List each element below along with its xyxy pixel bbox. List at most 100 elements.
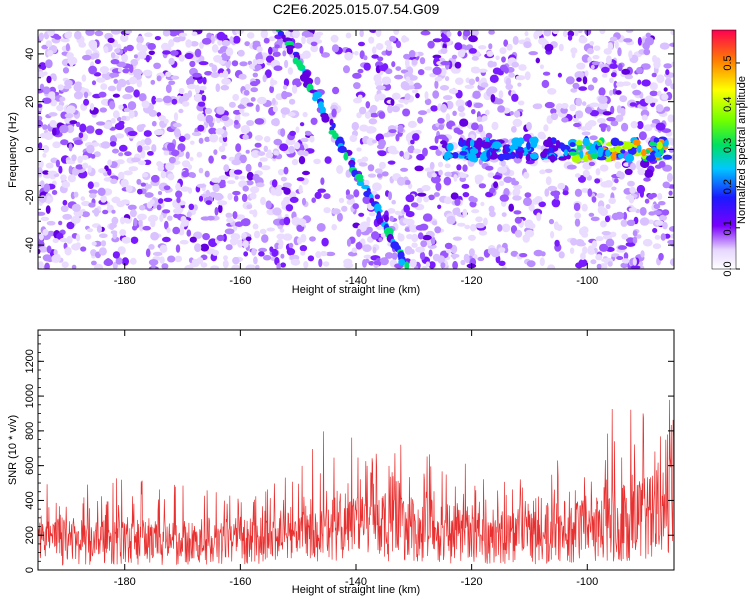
spectrogram-cell <box>260 196 266 206</box>
spectrogram-x-tick-label: -120 <box>461 275 483 287</box>
spectrogram-cell <box>263 145 268 152</box>
snr-y-tick-label: 1000 <box>24 384 36 408</box>
spectrogram-cell <box>254 64 262 71</box>
spectrogram-cell <box>209 133 219 143</box>
spectrogram-cell <box>250 264 256 269</box>
spectrogram-cell <box>356 228 362 238</box>
spectrogram-cell <box>630 83 637 89</box>
spectrogram-cell <box>308 32 314 39</box>
spectrogram-cell <box>480 82 489 88</box>
spectrogram-cell <box>221 39 231 47</box>
spectrogram-cell <box>641 114 648 121</box>
spectrogram-cell <box>252 59 258 65</box>
spectrogram-cell <box>573 202 581 212</box>
spectrogram-cell <box>69 120 78 125</box>
spectrogram-cell <box>432 54 442 59</box>
spectrogram-cell <box>582 137 590 147</box>
spectrogram-cell <box>243 251 249 257</box>
spectrogram-cell <box>415 224 426 231</box>
spectrogram-cell <box>120 178 129 188</box>
spectrogram-cell <box>400 167 409 172</box>
spectrogram-cell <box>547 185 558 192</box>
spectrogram-cell <box>517 82 522 87</box>
spectrogram-cell <box>74 81 82 87</box>
spectrogram-cell <box>336 212 343 222</box>
spectrogram-cell <box>232 256 240 265</box>
spectrogram-cell <box>61 51 69 56</box>
spectrogram-cell <box>142 145 151 151</box>
spectrogram-cell <box>615 114 624 122</box>
spectrogram-cell <box>459 176 467 182</box>
spectrogram-cell <box>453 174 458 182</box>
spectrogram-cell <box>625 241 636 247</box>
spectrogram-cell <box>103 258 114 267</box>
spectrogram-cell <box>606 117 616 122</box>
spectrogram-cell <box>315 251 322 259</box>
spectrogram-cell <box>291 84 298 94</box>
spectrogram-cell <box>221 115 229 121</box>
spectrogram-cell <box>491 141 502 150</box>
spectrogram-cell <box>315 31 324 36</box>
spectrogram-cell <box>246 102 254 107</box>
spectrogram-cell <box>379 64 388 72</box>
spectrogram-cell <box>414 82 421 87</box>
spectrogram-cell <box>650 123 657 128</box>
spectrogram-cell <box>514 216 522 224</box>
spectrogram-cell <box>524 192 532 198</box>
spectrogram-cell <box>610 105 615 115</box>
spectrogram-cell <box>239 154 247 164</box>
spectrogram-cell <box>281 90 288 100</box>
spectrogram-cell <box>662 209 670 216</box>
spectrogram-cell <box>377 150 387 157</box>
spectrogram-cell <box>599 30 606 35</box>
spectrogram-cell <box>45 59 53 69</box>
spectrogram-cell <box>580 252 586 261</box>
spectrogram-cell <box>417 110 428 116</box>
spectrogram-cell <box>363 62 371 71</box>
spectrogram-cell <box>85 30 95 36</box>
spectrogram-cell <box>62 67 70 74</box>
spectrogram-cell <box>604 215 611 223</box>
spectrogram-cell <box>653 203 661 210</box>
spectrogram-cell <box>366 137 375 146</box>
spectrogram-cell <box>501 223 511 233</box>
spectrogram-cell <box>185 151 190 159</box>
spectrogram-cell <box>294 141 301 150</box>
spectrogram-cell <box>425 261 431 268</box>
snr-y-ticks: 0 200 400 600 800 1000 1200 <box>24 334 674 573</box>
spectrogram-cell <box>211 177 221 183</box>
spectrogram-cell <box>232 93 240 101</box>
spectrogram-cell <box>201 94 207 102</box>
spectrogram-cell <box>394 210 401 215</box>
spectrogram-cell <box>619 95 628 103</box>
spectrogram-cell <box>470 139 475 148</box>
spectrogram-cell <box>212 249 219 256</box>
spectrogram-cell <box>98 91 107 98</box>
spectrogram-cell <box>379 257 389 266</box>
spectrogram-cell <box>458 112 466 117</box>
spectrogram-cell <box>320 250 328 257</box>
spectrogram-cell <box>271 179 278 188</box>
spectrogram-cell <box>51 190 58 195</box>
spectrogram-cell <box>159 244 168 253</box>
spectrogram-cell <box>271 118 277 126</box>
spectrogram-cell <box>151 120 157 127</box>
spectrogram-cell <box>432 90 440 99</box>
spectrogram-cell <box>88 65 97 75</box>
spectrogram-cell <box>52 127 57 136</box>
spectrogram-cell <box>467 234 476 241</box>
spectrogram-cell <box>452 207 461 216</box>
spectrogram-cell <box>299 122 305 127</box>
spectrogram-cell <box>446 215 456 225</box>
spectrogram-cell <box>178 87 185 95</box>
snr-x-tick-label: -140 <box>345 576 367 588</box>
spectrogram-cell <box>283 166 289 175</box>
spectrogram-cell <box>605 149 611 157</box>
spectrogram-cell <box>238 73 247 80</box>
spectrogram-cell <box>438 169 443 176</box>
spectrogram-cell <box>470 223 477 232</box>
spectrogram-cell <box>48 112 58 117</box>
spectrogram-cell <box>323 193 331 200</box>
spectrogram-cell <box>289 130 296 137</box>
spectrogram-cell <box>526 141 531 150</box>
